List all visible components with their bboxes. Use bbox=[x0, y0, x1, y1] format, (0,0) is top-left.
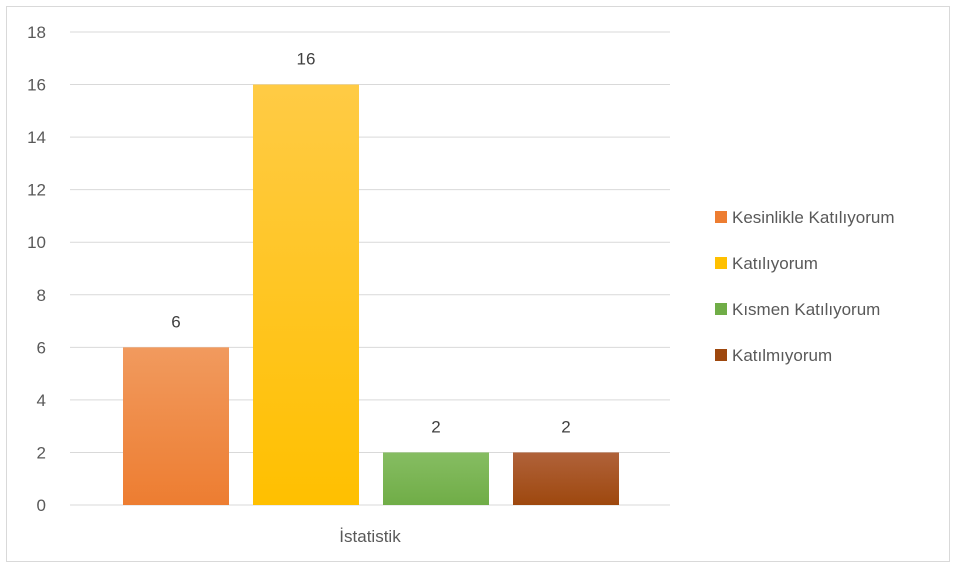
y-tick-label: 4 bbox=[37, 391, 46, 410]
legend-label: Katılıyorum bbox=[732, 254, 818, 273]
y-axis-ticks: 0 2 4 6 8 10 12 14 16 18 bbox=[27, 23, 46, 515]
y-tick-label: 14 bbox=[27, 128, 46, 147]
data-label: 6 bbox=[171, 312, 180, 331]
y-tick-label: 0 bbox=[37, 496, 46, 515]
data-label: 2 bbox=[431, 417, 440, 436]
y-tick-label: 18 bbox=[27, 23, 46, 42]
y-tick-label: 6 bbox=[37, 338, 46, 357]
legend-label: Kesinlikle Katılıyorum bbox=[732, 208, 895, 227]
legend: Kesinlikle Katılıyorum Katılıyorum Kısmen … bbox=[715, 208, 895, 365]
legend-swatch bbox=[715, 303, 727, 315]
y-tick-label: 8 bbox=[37, 286, 46, 305]
y-tick-label: 10 bbox=[27, 233, 46, 252]
x-axis-categories: İstatistik bbox=[339, 527, 401, 546]
data-label: 16 bbox=[297, 50, 316, 69]
legend-label: Katılmıyorum bbox=[732, 346, 832, 365]
x-category-label: İstatistik bbox=[339, 527, 401, 546]
y-tick-label: 12 bbox=[27, 181, 46, 200]
data-label: 2 bbox=[561, 417, 570, 436]
legend-swatch bbox=[715, 257, 727, 269]
bar-2[interactable] bbox=[253, 84, 359, 506]
legend-label: Kısmen Katılıyorum bbox=[732, 300, 880, 319]
legend-swatch bbox=[715, 211, 727, 223]
bars bbox=[123, 84, 619, 506]
y-tick-label: 2 bbox=[37, 443, 46, 462]
bar-3[interactable] bbox=[383, 452, 489, 505]
data-labels: 6 16 2 2 bbox=[171, 50, 570, 437]
y-tick-label: 16 bbox=[27, 76, 46, 95]
legend-swatch bbox=[715, 349, 727, 361]
bar-4[interactable] bbox=[513, 452, 619, 505]
bar-1[interactable] bbox=[123, 347, 229, 505]
